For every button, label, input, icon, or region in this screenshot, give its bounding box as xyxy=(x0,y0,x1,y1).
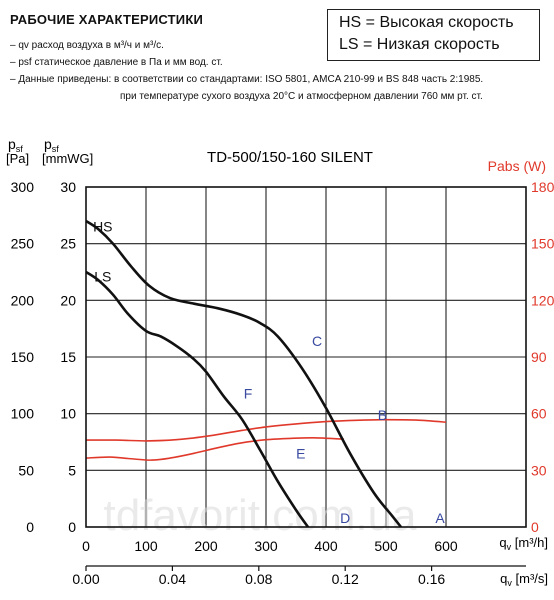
note-standards: – Данные приведены: в соответствии со ст… xyxy=(10,74,484,85)
tick-label-mmwg: 10 xyxy=(60,406,76,422)
curve-label-c: C xyxy=(312,333,322,349)
section-title: РАБОЧИЕ ХАРАКТЕРИСТИКИ xyxy=(10,12,204,27)
plot-frame xyxy=(85,186,527,528)
tick-label-watts: 90 xyxy=(531,349,547,365)
tick-label-watts: 30 xyxy=(531,462,547,478)
legend-hs: HS = Высокая скорость xyxy=(339,14,514,31)
chart-grid xyxy=(86,187,526,527)
tick-label-mmwg: 15 xyxy=(60,349,76,365)
tick-label-mmwg: 20 xyxy=(60,292,76,308)
note-pressure: – psf статическое давление в Па и мм вод… xyxy=(10,57,223,68)
tick-label-m3h: 300 xyxy=(254,538,278,554)
chart-axes: 0501001502002503000510152025300306090120… xyxy=(6,136,554,588)
chart-title: TD-500/150-160 SILENT xyxy=(207,149,373,166)
tick-label-watts: 150 xyxy=(531,236,554,252)
curve-label-e: E xyxy=(296,445,305,461)
tick-label-m3h: 200 xyxy=(194,538,218,554)
tick-label-mmwg: 0 xyxy=(68,519,76,535)
power-curve-2 xyxy=(85,436,345,461)
watermark: tdfavorit.com.ua xyxy=(103,491,417,540)
tick-label-pa: 50 xyxy=(18,462,34,478)
tick-label-mmwg: 5 xyxy=(68,462,76,478)
tick-label-m3s: 0.12 xyxy=(332,571,359,587)
tick-label-m3h: 600 xyxy=(434,538,458,554)
chart-series: HS LS C F B E D A xyxy=(85,219,447,528)
tick-label-pa: 250 xyxy=(11,236,35,252)
pressure-curve-hs xyxy=(85,219,403,528)
tick-label-watts: 60 xyxy=(531,406,547,422)
tick-label-m3h: 0 xyxy=(82,538,90,554)
tick-label-m3s: 0.00 xyxy=(72,571,99,587)
tick-label-watts: 120 xyxy=(531,292,554,308)
tick-label-m3s: 0.16 xyxy=(418,571,445,587)
tick-label-mmwg: 30 xyxy=(60,179,76,195)
tick-label-mmwg: 25 xyxy=(60,236,76,252)
tick-label-m3h: 500 xyxy=(374,538,398,554)
power-curve-1 xyxy=(85,418,447,442)
note-conditions: при температуре сухого воздуха 20°C и ат… xyxy=(120,91,483,102)
curve-label-b: B xyxy=(378,407,387,423)
curve-label-f: F xyxy=(244,385,253,401)
tick-label-watts: 180 xyxy=(531,179,554,195)
tick-label-pa: 300 xyxy=(11,179,35,195)
curve-label-a: A xyxy=(435,510,445,526)
axis-unit-mmwg: [mmWG] xyxy=(42,151,93,166)
tick-label-m3h: 400 xyxy=(314,538,338,554)
tick-label-pa: 150 xyxy=(11,349,35,365)
tick-label-pa: 0 xyxy=(26,519,34,535)
tick-label-pa: 200 xyxy=(11,292,35,308)
tick-label-m3s: 0.08 xyxy=(245,571,272,587)
axis-title-m3s: qv [m³/s] xyxy=(500,571,548,588)
tick-label-m3h: 100 xyxy=(134,538,158,554)
tick-label-pa: 100 xyxy=(11,406,35,422)
curve-label-hs: HS xyxy=(93,219,112,235)
tick-label-watts: 0 xyxy=(531,519,539,535)
legend-ls: LS = Низкая скорость xyxy=(339,36,500,53)
watermark-text: tdfavorit.com.ua xyxy=(103,491,417,540)
axis-unit-pa: [Pa] xyxy=(6,151,29,166)
curve-label-ls: LS xyxy=(94,269,111,285)
axis-title-watts: Pabs (W) xyxy=(488,158,546,174)
axis-title-m3h: qv [m³/h] xyxy=(499,535,548,552)
speed-legend-box: HS = Высокая скорость LS = Низкая скорос… xyxy=(327,9,540,61)
note-airflow: – qv расход воздуха в м³/ч и м³/с. xyxy=(10,40,164,51)
tick-label-m3s: 0.04 xyxy=(159,571,186,587)
curve-label-d: D xyxy=(340,510,350,526)
pressure-curve-ls xyxy=(85,270,310,528)
